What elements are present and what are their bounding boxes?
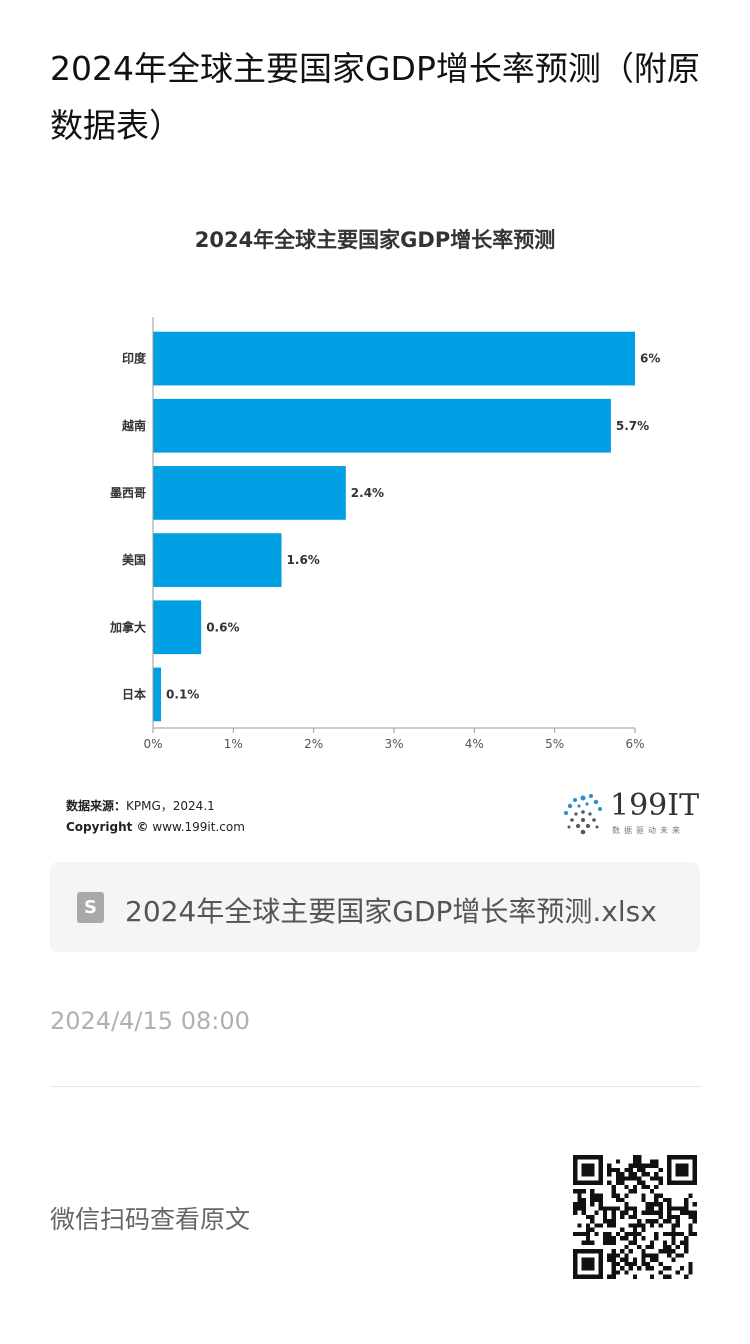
bar-2 <box>153 466 346 520</box>
value-label-2: 2.4% <box>351 486 384 500</box>
value-label-3: 1.6% <box>287 553 320 567</box>
bar-0 <box>153 331 635 386</box>
spreadsheet-file-icon: S <box>77 892 104 923</box>
x-tick-label-0: 0% <box>143 737 162 751</box>
x-tick-label-4: 4% <box>465 737 484 751</box>
value-label-4: 0.6% <box>206 620 239 634</box>
attachment-filename[interactable]: 2024年全球主要国家GDP增长率预测.xlsx <box>125 895 657 928</box>
scan-to-view-text: 微信扫码查看原文 <box>50 1205 251 1234</box>
source-value: KPMG，2024.1 <box>126 799 215 813</box>
article-title: 2024年全球主要国家GDP增长率预测（附原数据表） <box>50 49 700 145</box>
bar-chart: 印度 6% 越南 5.7% 墨西哥 2.4% 美国 1.6% 加拿大 0.6% 日本 0.1% 0% 1%… <box>109 317 660 751</box>
qr-code-icon[interactable] <box>573 1155 697 1279</box>
x-tick-label-5: 5% <box>545 737 564 751</box>
bar-4 <box>153 600 202 655</box>
source-block: 数据来源：KPMG，2024.1 Copyright © www.199it.c… <box>66 796 245 838</box>
bar-1 <box>153 398 611 453</box>
category-label-0: 印度 <box>122 351 147 366</box>
logo-dots-icon <box>564 794 602 835</box>
x-tick-label-2: 2% <box>304 737 323 751</box>
copyright-value: www.199it.com <box>152 820 245 834</box>
bar-3 <box>153 533 282 587</box>
category-label-4: 加拿大 <box>109 619 146 634</box>
x-tick-label-6: 6% <box>625 737 644 751</box>
logo-text: 199IT <box>610 788 700 823</box>
category-label-3: 美国 <box>122 552 146 567</box>
divider <box>50 1086 702 1087</box>
qr-modules <box>573 1155 697 1279</box>
chart-container: 印度 6% 越南 5.7% 墨西哥 2.4% 美国 1.6% 加拿大 0.6% 日本 0.1% 0% 1%… <box>0 210 750 850</box>
category-label-2: 墨西哥 <box>110 486 146 500</box>
logo-tagline: 数据驱动未来 <box>612 826 684 835</box>
value-label-0: 6% <box>640 352 660 366</box>
x-tick-label-1: 1% <box>224 737 243 751</box>
x-tick-label-3: 3% <box>384 737 403 751</box>
chart-title: 2024年全球主要国家GDP增长率预测 <box>194 228 556 252</box>
value-label-1: 5.7% <box>616 419 649 433</box>
category-label-1: 越南 <box>121 418 146 433</box>
category-label-5: 日本 <box>122 686 146 701</box>
logo: 199IT 数据驱动未来 <box>558 788 700 838</box>
publish-timestamp: 2024/4/15 08:00 <box>50 1007 250 1035</box>
source-label: 数据来源： <box>66 799 127 813</box>
attachment-card[interactable]: S 2024年全球主要国家GDP增长率预测.xlsx <box>50 862 700 952</box>
value-label-5: 0.1% <box>166 687 199 701</box>
copyright-label: Copyright © <box>66 820 149 834</box>
bar-5 <box>153 667 162 722</box>
